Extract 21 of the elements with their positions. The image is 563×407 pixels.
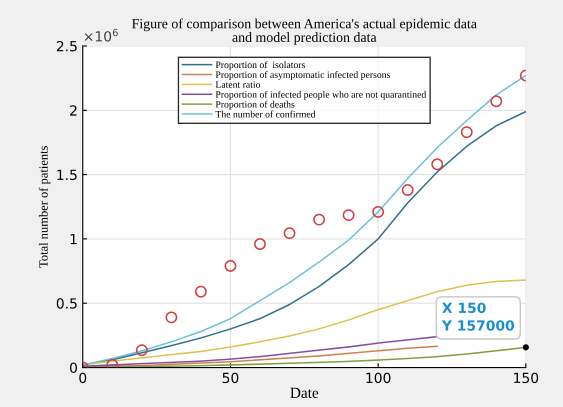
y-tick-label: 2.5 [56,40,77,52]
legend-label: Proportion of deaths [216,100,294,110]
x-tick-label: 150 [514,372,538,384]
x-axis-title: Date [290,388,318,398]
legend-label: Latent ratio [216,81,260,88]
x-tick-label: 50 [222,372,238,384]
y-axis-title: Total number of patients [38,146,50,268]
x-tick-label: 0 [79,372,86,384]
text: ×10$^{6}$ [84,28,118,42]
y-tick-label: 0 [70,362,77,373]
legend-label: Proportion of infected people who are not quarantined [216,90,426,100]
chart-title: Figure of comparison between America's actual epidemic data and model prediction data [132,18,477,45]
x-tick-label: 100 [366,372,390,384]
y-tick-label: 2 [70,105,77,116]
legend-label: The number of confirmed [216,110,316,118]
y-tick-label: 0.5 [56,298,77,309]
annotation: X 150 Y 157000 [442,302,514,331]
legend-label: Proportion of asymptomatic infected persons [216,71,390,80]
y-tick-label: 1 [70,234,77,244]
legend-label: Proportion of isolators [216,61,305,70]
y-tick-label: 1.5 [57,170,77,180]
